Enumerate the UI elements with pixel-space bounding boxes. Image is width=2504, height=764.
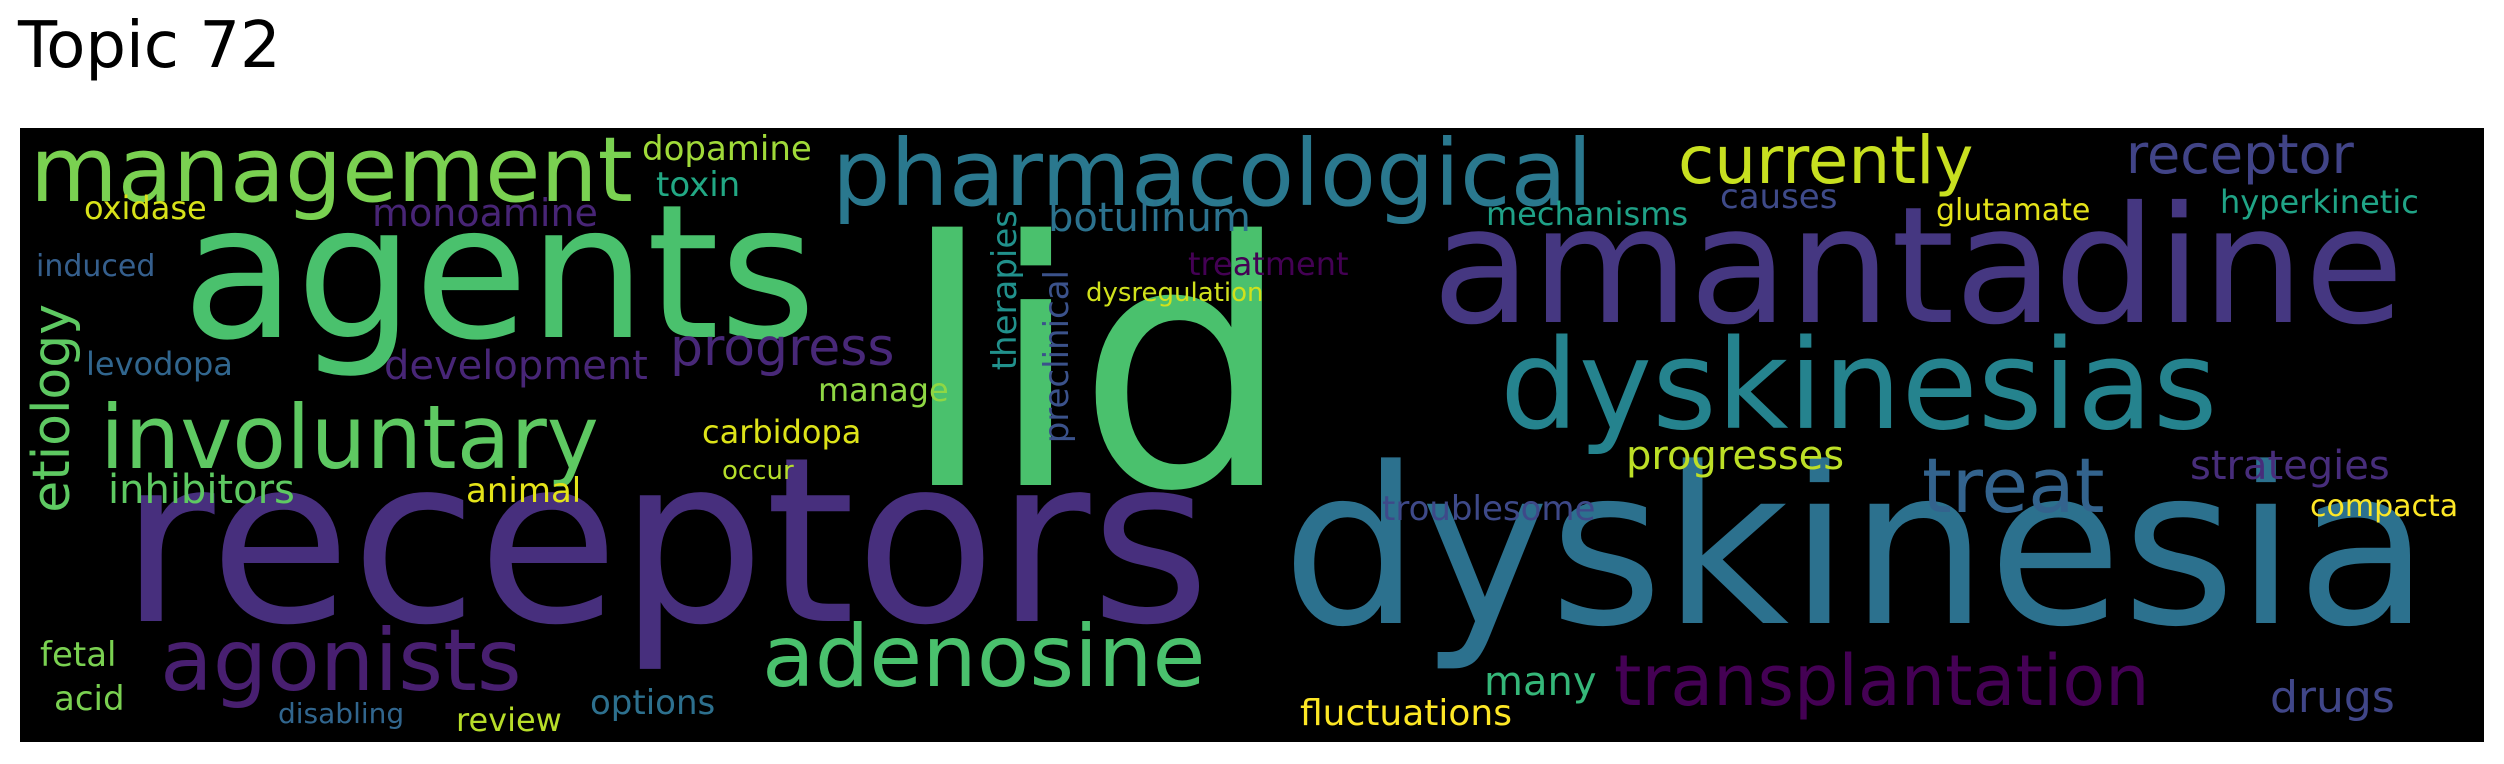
word-botulinum: botulinum [1048,195,1251,241]
word-occur: occur [722,456,794,486]
word-fetal: fetal [40,635,117,675]
word-fluctuations: fluctuations [1300,693,1512,734]
word-progress: progress [670,318,895,378]
word-review: review [456,701,562,739]
word-options: options [590,683,716,723]
word-etiology: etiology [22,304,82,513]
word-lid: lid [900,170,1293,566]
word-cloud: lid receptors dyskinesia agents amantadi… [20,128,2484,742]
word-dopamine: dopamine [642,129,812,169]
word-receptors: receptors [120,409,1211,676]
word-causes: causes [1720,177,1838,217]
word-currently: currently [1678,128,1974,199]
word-therapies: therapies [985,210,1025,371]
word-transplantation: transplantation [1614,640,2150,722]
word-adenosine: adenosine [762,607,1206,707]
word-glutamate: glutamate [1936,193,2091,228]
word-compacta: compacta [2310,489,2459,524]
word-pharmacological: pharmacological [832,128,1593,227]
word-agents: agents [182,164,817,381]
word-treat: treat [1922,441,2105,530]
word-hyperkinetic: hyperkinetic [2220,183,2419,221]
word-management: management [30,128,633,223]
word-troublesome: troublesome [1382,489,1596,529]
word-treatment: treatment [1188,245,1349,283]
word-monoamine: monoamine [372,191,598,235]
word-strategies: strategies [2190,443,2390,489]
word-oxidase: oxidase [84,189,207,227]
word-dyskinesia: dyskinesia [1282,422,2430,675]
page-title: Topic 72 [18,9,281,83]
word-manage: manage [818,371,949,409]
word-involuntary: involuntary [100,386,599,489]
word-drugs: drugs [2270,672,2395,723]
word-receptor: receptor [2126,128,2354,186]
word-dysregulation: dysregulation [1086,278,1264,308]
word-mechanisms: mechanisms [1486,195,1689,233]
word-acid: acid [54,679,125,719]
word-animal: animal [466,471,582,511]
word-dyskinesias: dyskinesias [1500,314,2218,458]
word-amantadine: amantadine [1432,173,2404,361]
word-carbidopa: carbidopa [702,413,862,451]
word-progresses: progresses [1626,433,1845,479]
word-many: many [1484,659,1597,705]
word-preclinical: preclinical [1037,270,1077,444]
word-agonists: agonists [160,611,522,711]
word-inhibitors: inhibitors [108,467,295,513]
word-disabling: disabling [278,697,405,730]
word-toxin: toxin [656,165,741,205]
word-induced: induced [36,249,156,284]
word-development: development [384,343,648,389]
word-levodopa: levodopa [86,345,233,383]
